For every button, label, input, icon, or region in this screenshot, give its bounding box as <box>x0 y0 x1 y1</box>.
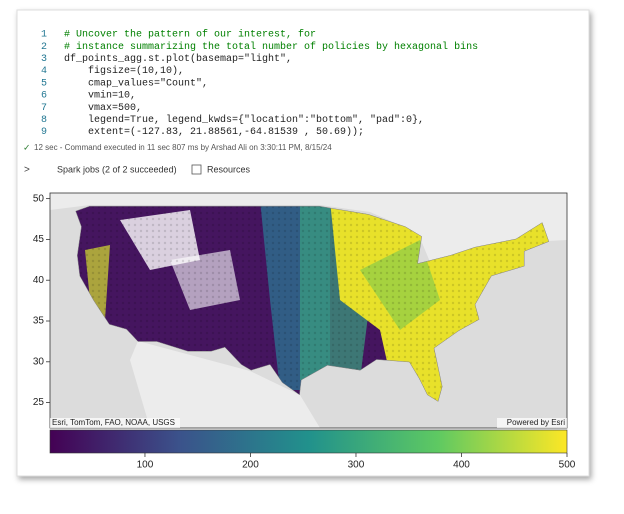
line-number: 4 <box>41 66 47 77</box>
resources-link[interactable]: Resources <box>207 164 251 174</box>
code-line: legend=True, legend_kwds={"location":"bo… <box>64 114 424 126</box>
code-line: extent=(-127.83, 21.88561,-64.81539 , 50… <box>64 126 364 138</box>
colorbar-tick-label: 500 <box>559 460 576 471</box>
y-tick-label: 45 <box>33 234 45 245</box>
line-number: 9 <box>41 127 47 138</box>
spark-jobs[interactable]: Spark jobs (2 of 2 succeeded) <box>57 164 177 174</box>
resources-icon <box>191 164 202 175</box>
line-number: 3 <box>41 54 47 65</box>
line-number: 8 <box>41 115 47 126</box>
y-tick-label: 50 <box>33 193 45 204</box>
code-line: vmax=500, <box>64 103 142 114</box>
status-text: 12 sec - Command executed in 11 sec 807 … <box>34 143 332 152</box>
colorbar-tick-label: 400 <box>453 460 470 471</box>
map-frame <box>49 192 568 429</box>
y-tick-label: 35 <box>33 316 45 327</box>
y-tick-label: 30 <box>33 356 45 367</box>
line-number: 7 <box>41 103 47 114</box>
mexico-land <box>130 341 320 428</box>
colorbar-tick-label: 100 <box>137 460 154 471</box>
colorbar-tick-label: 200 <box>242 460 259 471</box>
attribution-left: Esri, TomTom, FAO, NOAA, USGS <box>52 418 175 427</box>
canada-land <box>50 193 567 262</box>
line-number: 1 <box>41 30 47 41</box>
attribution-right: Powered by Esri <box>507 418 565 427</box>
expand-toggle[interactable]: > <box>24 165 30 176</box>
line-number: 5 <box>41 78 47 89</box>
map: Esri, TomTom, FAO, NOAA, USGS Powered by… <box>49 192 568 429</box>
code-line: cmap_values="Count", <box>64 77 208 89</box>
y-tick-label: 25 <box>33 397 45 408</box>
code-line: # instance summarizing the total number … <box>64 41 478 53</box>
success-icon: ✓ <box>23 142 31 152</box>
code-line: df_points_agg.st.plot(basemap="light", <box>64 53 292 65</box>
line-number: 2 <box>41 42 47 53</box>
code-line: # Uncover the pattern of our interest, f… <box>64 29 316 41</box>
code-line: figsize=(10,10), <box>64 65 184 77</box>
code-line: vmin=10, <box>64 90 136 102</box>
code-editor: 1 # Uncover the pattern of our interest, … <box>41 29 478 139</box>
colorbar-tick-label: 300 <box>348 460 365 471</box>
colorbar <box>49 429 568 454</box>
y-tick-label: 40 <box>33 275 45 286</box>
line-number: 6 <box>41 91 47 102</box>
